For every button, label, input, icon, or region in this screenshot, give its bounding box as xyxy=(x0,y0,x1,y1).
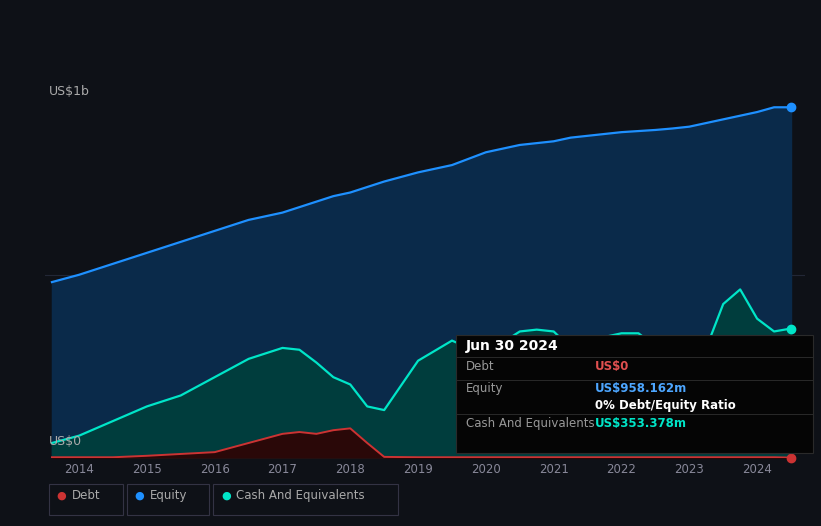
Text: Debt: Debt xyxy=(466,360,494,373)
Text: 0% Debt/Equity Ratio: 0% Debt/Equity Ratio xyxy=(595,399,736,412)
Text: Jun 30 2024: Jun 30 2024 xyxy=(466,339,558,353)
Text: US$353.378m: US$353.378m xyxy=(595,417,687,430)
Text: ●: ● xyxy=(221,490,231,501)
Text: Equity: Equity xyxy=(466,382,503,396)
Text: US$958.162m: US$958.162m xyxy=(595,382,687,396)
Text: Debt: Debt xyxy=(72,489,101,502)
Text: US$0: US$0 xyxy=(595,360,630,373)
Text: ●: ● xyxy=(135,490,144,501)
Text: US$0: US$0 xyxy=(49,435,82,448)
Text: Equity: Equity xyxy=(150,489,188,502)
Text: ●: ● xyxy=(57,490,67,501)
Text: Cash And Equivalents: Cash And Equivalents xyxy=(236,489,365,502)
Text: Cash And Equivalents: Cash And Equivalents xyxy=(466,417,594,430)
Text: US$1b: US$1b xyxy=(49,85,89,98)
